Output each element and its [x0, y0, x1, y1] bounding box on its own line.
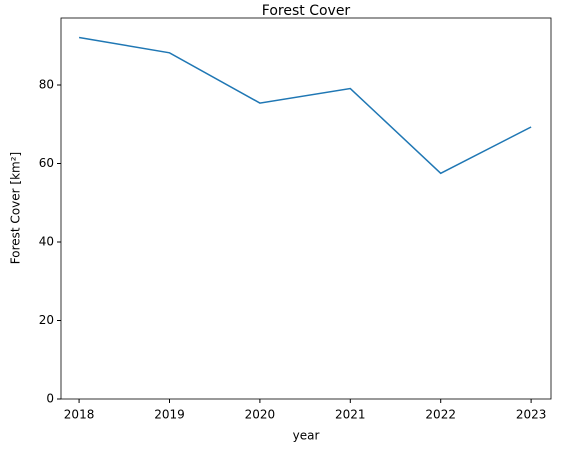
x-tick-label: 2022: [425, 408, 456, 422]
line: [78, 36, 532, 175]
x-axis-label: year: [293, 429, 320, 443]
y-tick-label: 80: [39, 77, 54, 91]
y-axis-label: Forest Cover [km²]: [9, 152, 23, 264]
chart-title: Forest Cover: [262, 3, 351, 19]
y-tick-label: 20: [39, 313, 54, 327]
x-tick-label: 2023: [516, 408, 547, 422]
y-tick-label: 0: [46, 392, 54, 406]
x-tick-label: 2019: [154, 408, 185, 422]
x-tick-label: 2021: [335, 408, 366, 422]
y-tick-label: 40: [39, 234, 54, 248]
y-tick-label: 60: [39, 156, 54, 170]
x-tick-label: 2020: [245, 408, 276, 422]
plot-frame: [60, 17, 552, 400]
x-tick-label: 2018: [64, 408, 95, 422]
